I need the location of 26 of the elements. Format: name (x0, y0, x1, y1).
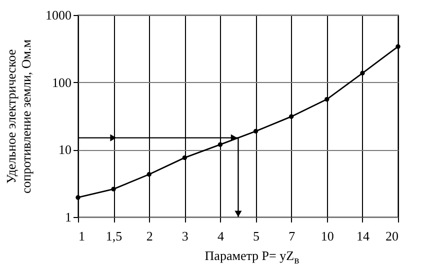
y-tick-label: 100 (52, 74, 72, 90)
x-tick-label: 1,5 (106, 228, 122, 244)
x-tick-label: 7 (288, 228, 296, 244)
point (360, 70, 365, 76)
x-tick-label: 2 (146, 228, 153, 244)
x-tick-label: 20 (386, 228, 398, 244)
x-tick-label: 3 (182, 228, 188, 244)
point (324, 96, 330, 102)
x-tick-label: 4 (217, 228, 224, 244)
y-tick-label: 1000 (46, 8, 72, 22)
point (146, 172, 152, 177)
x-axis-title: Параметр P= yZ$_{в}$ (204, 248, 300, 267)
y-axis-title: Удельное электрическое сопротивление земли, Ом.м (4, 39, 34, 194)
y-tick-label: 1 (65, 210, 72, 224)
point (253, 128, 258, 134)
point (288, 114, 294, 119)
point (76, 195, 80, 200)
x-tick-label: 1 (78, 228, 85, 244)
point (111, 186, 116, 192)
x-tick-label: 10 (320, 228, 334, 244)
point (218, 142, 223, 147)
point (396, 44, 400, 49)
x-tick-label: 14 (356, 228, 370, 244)
point (182, 155, 188, 160)
y-tick-label: 10 (58, 142, 72, 158)
x-tick-label: 5 (253, 228, 260, 244)
